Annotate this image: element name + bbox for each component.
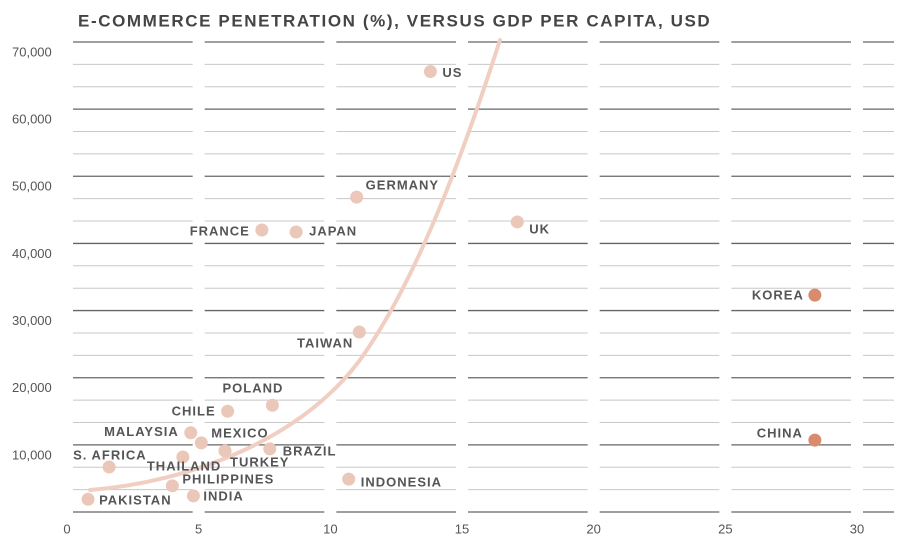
point	[221, 404, 235, 418]
y-tick-label: 50,000	[12, 179, 52, 194]
grid	[73, 41, 894, 513]
point-label: GERMANY	[366, 178, 439, 193]
point	[218, 444, 232, 458]
point	[510, 215, 524, 229]
point-label: S. AFRICA	[73, 447, 147, 462]
point-label: UK	[529, 221, 550, 236]
trend-line	[88, 38, 502, 492]
point-label: POLAND	[223, 381, 284, 396]
point	[289, 225, 303, 239]
y-tick-label: 70,000	[12, 44, 52, 59]
x-tick-label: 5	[195, 521, 202, 536]
point-label: TAIWAN	[297, 335, 353, 350]
point	[255, 223, 269, 237]
point-label: PHILIPPINES	[182, 471, 274, 486]
point-label: US	[442, 65, 462, 80]
point	[350, 190, 364, 204]
point	[186, 489, 200, 503]
x-tick-label: 25	[718, 521, 732, 536]
point	[423, 65, 437, 79]
point	[342, 472, 356, 486]
point-label: INDONESIA	[361, 475, 442, 490]
point	[808, 433, 822, 447]
point	[265, 398, 279, 412]
y-tick-label: 20,000	[12, 380, 52, 395]
x-tick-label: 15	[455, 521, 469, 536]
point	[808, 288, 822, 302]
x-tick-label: 30	[850, 521, 864, 536]
y-tick-label: 30,000	[12, 313, 52, 328]
point	[263, 442, 277, 456]
point-label: JAPAN	[309, 223, 357, 238]
point-label: BRAZIL	[283, 443, 337, 458]
point-label: FRANCE	[190, 223, 250, 238]
point	[81, 492, 95, 506]
point	[352, 325, 366, 339]
point-label: CHILE	[172, 404, 216, 419]
y-tick-label: 40,000	[12, 246, 52, 261]
point	[184, 426, 198, 440]
chart-title: E-COMMERCE PENETRATION (%), VERSUS GDP P…	[78, 11, 711, 30]
point	[176, 450, 190, 464]
point-label: PAKISTAN	[99, 493, 172, 508]
point-label: THAILAND	[147, 458, 221, 473]
point-label: MEXICO	[211, 425, 268, 440]
point-label: TURKEY	[230, 454, 289, 469]
y-tick-label: 60,000	[12, 112, 52, 127]
point	[102, 460, 116, 474]
y-tick-label: 10,000	[12, 447, 52, 462]
point-label: CHINA	[757, 426, 803, 441]
point-label: MALAYSIA	[104, 424, 179, 439]
x-tick-label: 0	[63, 521, 70, 536]
point-label: KOREA	[752, 288, 804, 303]
x-tick-label: 20	[586, 521, 600, 536]
x-tick-label: 10	[323, 521, 337, 536]
point-label: INDIA	[203, 488, 243, 503]
point	[194, 436, 208, 450]
point	[165, 479, 179, 493]
